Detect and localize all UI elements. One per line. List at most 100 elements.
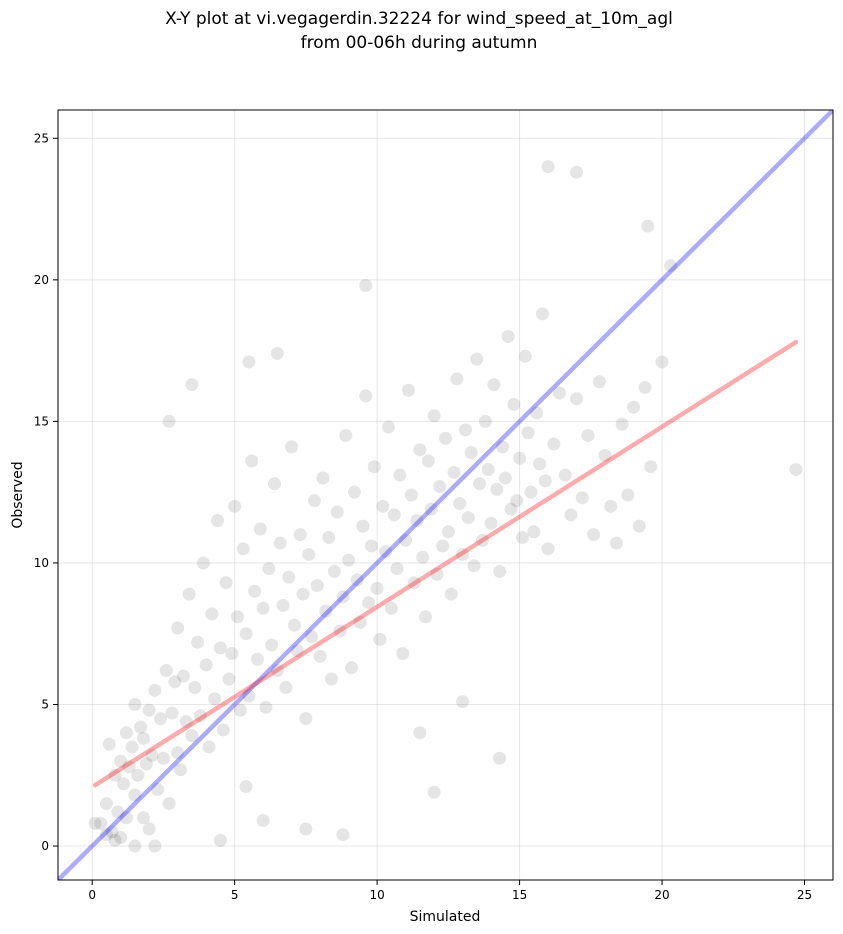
scatter-point <box>125 740 139 754</box>
y-axis-label: Observed <box>10 461 26 528</box>
scatter-point <box>564 508 578 522</box>
scatter-point <box>193 709 207 723</box>
x-tick-label: 10 <box>369 888 384 902</box>
scatter-point <box>293 528 307 542</box>
y-tick-label: 25 <box>34 131 49 145</box>
scatter-point <box>128 788 142 802</box>
scatter-point <box>350 573 364 587</box>
scatter-point <box>447 465 461 479</box>
y-tick-label: 5 <box>41 697 49 711</box>
scatter-point <box>384 601 398 615</box>
scatter-point <box>119 811 133 825</box>
scatter-point <box>122 760 136 774</box>
scatter-point <box>413 443 427 457</box>
x-tick-label: 15 <box>512 888 527 902</box>
scatter-point <box>117 777 131 791</box>
scatter-point <box>339 429 353 443</box>
scatter-point <box>481 463 495 477</box>
scatter-point <box>547 437 561 451</box>
scatter-point <box>313 649 327 663</box>
scatter-point <box>450 372 464 386</box>
scatter-point <box>376 499 390 513</box>
scatter-point <box>148 839 162 853</box>
scatter-point <box>399 533 413 547</box>
scatter-point <box>367 460 381 474</box>
identity-line <box>58 110 833 880</box>
regression-line <box>92 339 799 788</box>
scatter-point <box>136 811 150 825</box>
scatter-point <box>205 607 219 621</box>
x-tick-label: 20 <box>654 888 669 902</box>
scatter-point <box>490 482 504 496</box>
scatter-point <box>222 672 236 686</box>
scatter-point <box>513 451 527 465</box>
scatter-point <box>156 751 170 765</box>
scatter-point <box>250 652 264 666</box>
scatter-point <box>524 485 538 499</box>
scatter-point <box>427 785 441 799</box>
scatter-point <box>176 669 190 683</box>
scatter-point <box>142 822 156 836</box>
scatter-point <box>248 584 262 598</box>
scatter-point <box>139 757 153 771</box>
scatter-point <box>433 480 447 494</box>
scatter-point <box>242 689 256 703</box>
scatter-point <box>333 624 347 638</box>
scatter-point <box>533 457 547 471</box>
scatter-point <box>322 530 336 544</box>
scatter-point <box>299 712 313 726</box>
scatter-point <box>128 697 142 711</box>
scatter-point <box>359 279 373 293</box>
scatter-point <box>202 740 216 754</box>
scatter-point <box>302 547 316 561</box>
scatter-point <box>362 596 376 610</box>
scatter-point <box>131 768 145 782</box>
scatter-point <box>239 627 253 641</box>
scatter-point <box>370 581 384 595</box>
scatter-point <box>541 160 555 174</box>
y-tick-label: 15 <box>34 414 49 428</box>
scatter-point <box>105 825 119 839</box>
scatter-point <box>461 511 475 525</box>
scatter-point <box>327 564 341 578</box>
scatter-point <box>142 703 156 717</box>
scatter-point <box>196 556 210 570</box>
scatter-point <box>276 598 290 612</box>
scatter-point <box>211 513 225 527</box>
scatter-point <box>436 539 450 553</box>
scatter-point <box>510 494 524 508</box>
x-tick-label: 5 <box>231 888 239 902</box>
scatter-point <box>476 533 490 547</box>
scatter-point <box>154 712 168 726</box>
scatter-point <box>119 726 133 740</box>
scatter-point <box>467 559 481 573</box>
grid <box>58 110 833 880</box>
scatter-point <box>259 700 273 714</box>
scatter-point <box>114 754 128 768</box>
scatter-point <box>325 672 339 686</box>
scatter-point <box>401 383 415 397</box>
scatter-point <box>171 621 185 635</box>
scatter-point <box>305 630 319 644</box>
scatter-point <box>151 782 165 796</box>
scatter-point <box>575 491 589 505</box>
y-tick-label: 20 <box>34 273 49 287</box>
scatter-point <box>430 567 444 581</box>
scatter-point <box>287 618 301 632</box>
scatter-point <box>94 816 108 830</box>
scatter-point <box>527 525 541 539</box>
scatter-point <box>538 474 552 488</box>
scatter-point <box>168 675 182 689</box>
scatter-point <box>638 380 652 394</box>
scatter-point <box>336 590 350 604</box>
scatter-point <box>541 542 555 556</box>
scatter-point <box>88 816 102 830</box>
scatter-point <box>518 349 532 363</box>
scatter-point <box>256 601 270 615</box>
axis-ticks: 0 5 10 15 20 25 0 5 10 15 20 25 <box>34 131 812 902</box>
y-tick-label: 0 <box>41 839 49 853</box>
scatter-points <box>88 160 803 853</box>
scatter-point <box>552 386 566 400</box>
scatter-point <box>501 329 515 343</box>
scatter-point <box>145 748 159 762</box>
